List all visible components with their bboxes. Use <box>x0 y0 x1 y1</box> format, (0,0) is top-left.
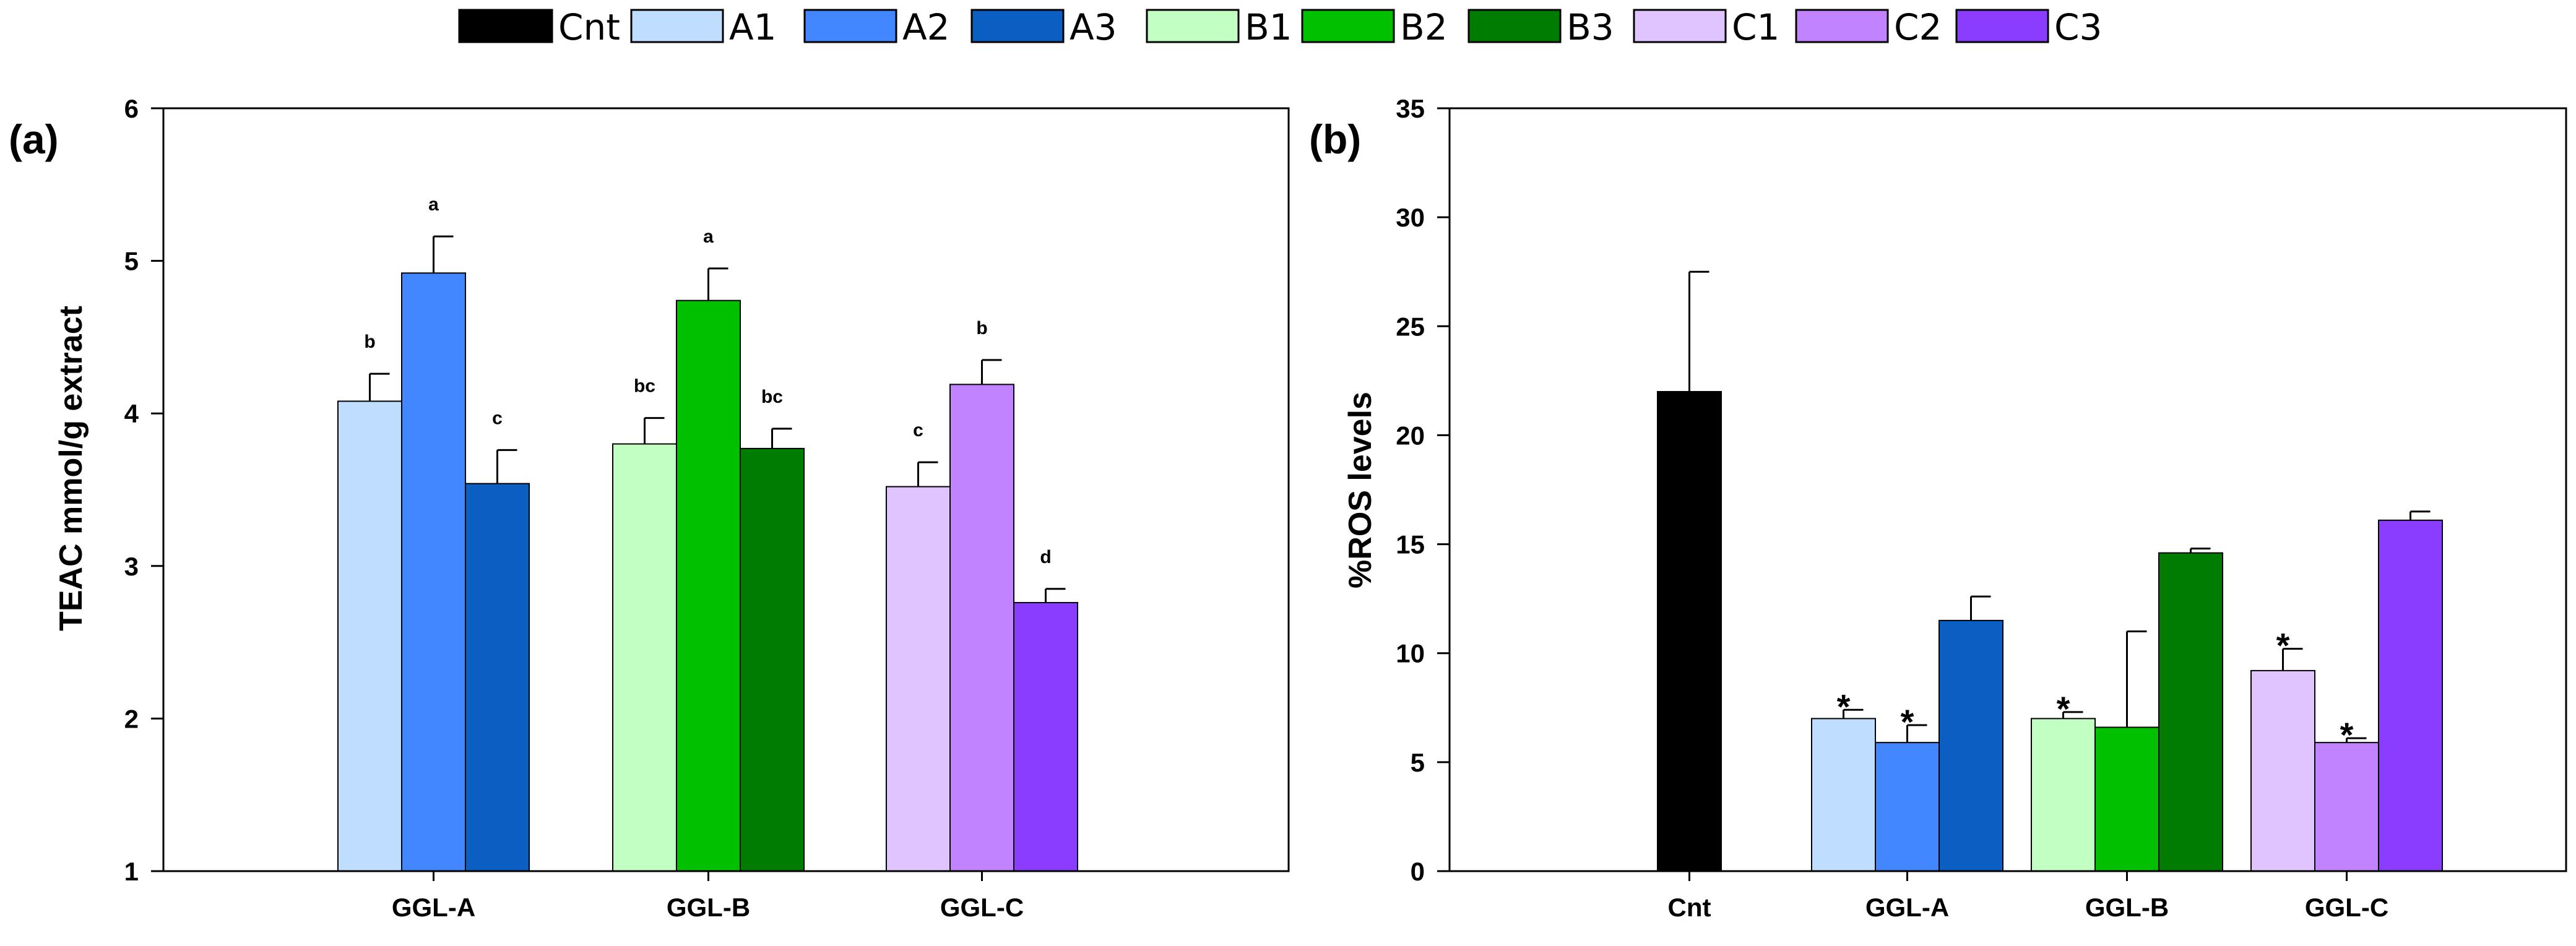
panel-b-annotations: * * * * * <box>1837 626 2354 754</box>
legend-label-a1: A1 <box>729 6 777 48</box>
panel-b-y-tick-label-35: 35 <box>1396 94 1425 123</box>
panel-b-bar-b2 <box>2094 726 2159 872</box>
legend-label-c2: C2 <box>1894 6 1942 48</box>
panel-a-label: (a) <box>9 116 59 162</box>
panel-b-y-tick-label-15: 15 <box>1396 530 1425 559</box>
panel-a-y-ticks: 1 2 3 4 5 6 <box>124 94 163 886</box>
panel-a-annotation-b2: a <box>703 226 714 247</box>
legend-swatch-b2 <box>1301 9 1395 43</box>
panel-a-y-tick-label-3: 3 <box>124 552 139 581</box>
legend-label-c1: C1 <box>1732 6 1779 48</box>
panel-b-y-tick-label-20: 20 <box>1396 421 1425 450</box>
panel-b-bar-a1 <box>1811 718 1876 872</box>
panel-a-x-ticks: GGL-A GGL-B GGL-C <box>392 871 1024 922</box>
panel-b-y-tick-label-5: 5 <box>1411 748 1425 777</box>
legend-label-a2: A2 <box>902 6 950 48</box>
legend-swatch-b3 <box>1467 9 1562 43</box>
panel-b-annotation-a1: * <box>1837 687 1851 726</box>
panel-a-plot-frame <box>162 107 1290 872</box>
panel-a-annotation-c3: d <box>1040 547 1051 567</box>
legend-swatch-c1 <box>1633 9 1727 43</box>
panel-b-bar-b1 <box>2031 718 2096 872</box>
panel-a-y-tick-label-1: 1 <box>124 857 139 886</box>
panel-a-bar-c1 <box>886 486 951 872</box>
legend-swatch-b1 <box>1146 9 1240 43</box>
panel-b-label: (b) <box>1309 116 1361 162</box>
panel-b-bar-c2 <box>2314 742 2379 872</box>
panel-b-y-ticks: 0 5 10 15 20 25 30 35 <box>1396 94 1450 886</box>
panel-a-annotations: b a c bc a bc c b d <box>364 194 1051 567</box>
panel-a-annotation-b1: bc <box>634 376 655 397</box>
panel-b-annotation-a2: * <box>1901 702 1914 741</box>
legend-label-b3: B3 <box>1567 6 1614 48</box>
panel-b-y-tick-label-0: 0 <box>1411 857 1425 886</box>
panel-a-y-tick-label-5: 5 <box>124 247 139 276</box>
panel-b-bar-a2 <box>1875 742 1940 872</box>
panel-a-annotation-c1: c <box>913 420 923 441</box>
panel-b-annotation-c2: * <box>2340 715 2354 754</box>
panel-b-annotation-c1: * <box>2276 626 2290 665</box>
panel-a-annotation-a1: b <box>364 332 375 352</box>
panel-a-annotation-b3: bc <box>761 387 783 407</box>
panel-b-y-tick-label-25: 25 <box>1396 312 1425 341</box>
panel-a-x-tick-label-ggl-b: GGL-B <box>667 893 750 922</box>
panel-b-bar-c3 <box>2378 519 2443 872</box>
legend: Cnt A1 A2 A3 B1 B2 B3 C1 C2 C3 <box>458 6 2102 48</box>
panel-b-bar-b3 <box>2158 552 2223 872</box>
panel-b-chart: (b) %ROS levels * * * * * 0 5 10 15 20 25 30 35 Cnt… <box>1309 94 2567 922</box>
panel-a-chart: (a) TEAC mmol/g extract b a c bc a bc c b d 1 2 3 4… <box>9 94 1290 922</box>
panel-a-y-tick-label-4: 4 <box>124 399 139 428</box>
panel-b-annotation-b1: * <box>2057 689 2070 728</box>
legend-swatch-a3 <box>970 9 1065 43</box>
panel-b-bar-c1 <box>2250 669 2315 872</box>
panel-b-bars <box>1657 390 2443 872</box>
panel-a-bar-c2 <box>949 384 1014 872</box>
legend-swatch-a2 <box>803 9 897 43</box>
panel-a-bars <box>337 272 1078 872</box>
legend-swatch-a1 <box>630 9 724 43</box>
legend-label-c3: C3 <box>2054 6 2102 48</box>
legend-label-b2: B2 <box>1400 6 1448 48</box>
legend-label-cnt: Cnt <box>558 6 620 48</box>
panel-b-bar-cnt <box>1657 390 1722 872</box>
panel-b-x-tick-label-ggl-b: GGL-B <box>2085 893 2169 922</box>
panel-a-y-axis-title: TEAC mmol/g extract <box>53 306 89 631</box>
panel-a-error-bars <box>369 235 1066 603</box>
panel-a-x-tick-label-ggl-c: GGL-C <box>940 893 1024 922</box>
panel-b-x-ticks: Cnt GGL-A GGL-B GGL-C <box>1668 871 2388 922</box>
panel-a-bar-b1 <box>612 443 677 872</box>
legend-swatch-cnt <box>458 9 553 43</box>
panel-a-annotation-c2: b <box>976 318 987 338</box>
panel-b-x-tick-label-ggl-a: GGL-A <box>1865 893 1949 922</box>
panel-a-bar-b3 <box>740 447 805 872</box>
panel-a-bar-a2 <box>401 272 466 872</box>
panel-a-bar-b2 <box>676 299 741 872</box>
panel-a-bar-a1 <box>337 400 402 872</box>
panel-b-error-bars <box>1688 270 2431 743</box>
panel-a-y-tick-label-6: 6 <box>124 94 139 123</box>
panel-b-y-axis-title: %ROS levels <box>1342 392 1378 588</box>
panel-b-x-tick-label-ggl-c: GGL-C <box>2305 893 2388 922</box>
panel-b-y-tick-label-10: 10 <box>1396 639 1425 668</box>
panel-b-plot-frame <box>1448 107 2567 872</box>
panel-a-bar-a3 <box>465 483 530 872</box>
panel-a-x-tick-label-ggl-a: GGL-A <box>392 893 475 922</box>
legend-label-b1: B1 <box>1245 6 1292 48</box>
legend-swatch-c2 <box>1795 9 1889 43</box>
panel-b-bar-a3 <box>1938 619 2003 872</box>
panel-b-x-tick-label-cnt: Cnt <box>1668 893 1711 922</box>
panel-b-y-tick-label-30: 30 <box>1396 203 1425 232</box>
panel-a-y-tick-label-2: 2 <box>124 704 139 733</box>
panel-a-annotation-a3: c <box>492 408 503 428</box>
panel-a-bar-c3 <box>1013 601 1078 872</box>
legend-swatch-c3 <box>1955 9 2049 43</box>
panel-a-annotation-a2: a <box>428 194 439 215</box>
legend-label-a3: A3 <box>1070 6 1117 48</box>
